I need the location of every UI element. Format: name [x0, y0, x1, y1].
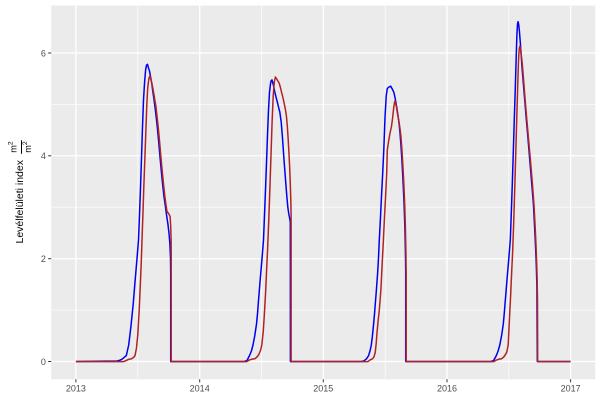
svg-text:Levélfelületi index: Levélfelületi index [14, 159, 26, 243]
svg-text:2: 2 [41, 254, 46, 264]
svg-text:4: 4 [41, 151, 46, 161]
svg-text:2014: 2014 [190, 384, 210, 394]
svg-text:2013: 2013 [66, 384, 86, 394]
svg-text:2017: 2017 [561, 384, 581, 394]
svg-text:6: 6 [41, 48, 46, 58]
svg-text:0: 0 [41, 357, 46, 367]
svg-text:m2: m2 [8, 141, 19, 153]
svg-text:2016: 2016 [437, 384, 457, 394]
svg-text:m2: m2 [22, 141, 33, 153]
svg-text:2015: 2015 [313, 384, 333, 394]
